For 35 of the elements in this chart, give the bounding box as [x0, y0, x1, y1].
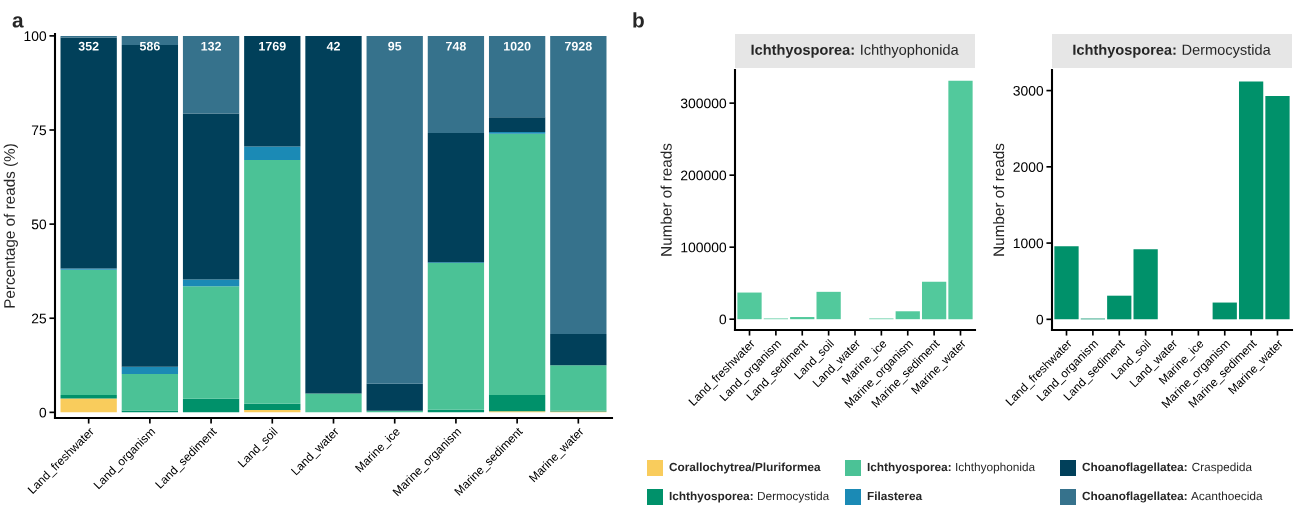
legend-label: Ichthyosporea: Ichthyophonida [867, 462, 1036, 474]
legend-label: Choanoflagellatea: Craspedida [1082, 462, 1253, 474]
y-tick-label: 75 [31, 125, 47, 136]
annotation: 1769 [259, 41, 286, 51]
annotation: 7928 [564, 41, 592, 51]
annotation: 42 [326, 41, 340, 51]
y-tick-label: 200000 [681, 170, 727, 181]
legend-label: Filasterea [867, 491, 923, 501]
chart-title: Ichthyosporea: Ichthyophonida [751, 44, 959, 58]
chart-title: Ichthyosporea: Dermocystida [1073, 44, 1271, 58]
legend-label: Corallochytrea/Pluriformea [669, 462, 821, 474]
annotation: 132 [201, 41, 222, 51]
y-tick-label: 0 [39, 407, 47, 418]
legend-label: Choanoflagellatea: Acanthoecida [1082, 491, 1263, 503]
y-tick-label: 0 [1036, 314, 1044, 325]
annotation: 748 [446, 41, 466, 51]
y-tick-label: 100000 [681, 242, 727, 253]
y-tick-label: 2000 [1013, 162, 1044, 172]
annotation: 1020 [504, 41, 531, 51]
y-axis-title: Number of reads [660, 143, 672, 256]
y-tick-label: 0 [719, 314, 727, 325]
y-tick-label: 1000 [1013, 238, 1044, 249]
y-tick-label: 100 [24, 31, 47, 42]
y-axis-title: Number of reads [992, 143, 1005, 256]
y-axis-title: Percentage of reads (%) [3, 144, 18, 308]
legend-label: Ichthyosporea: Dermocystida [669, 491, 830, 503]
text: b [633, 12, 644, 28]
annotation: 586 [139, 41, 160, 51]
y-tick-label: 50 [31, 219, 47, 230]
text: a [12, 16, 24, 28]
annotation: 95 [388, 41, 402, 51]
y-tick-label: 25 [31, 313, 47, 324]
y-tick-label: 300000 [680, 98, 727, 109]
y-tick-label: 3000 [1013, 85, 1044, 96]
annotation: 352 [78, 41, 99, 51]
